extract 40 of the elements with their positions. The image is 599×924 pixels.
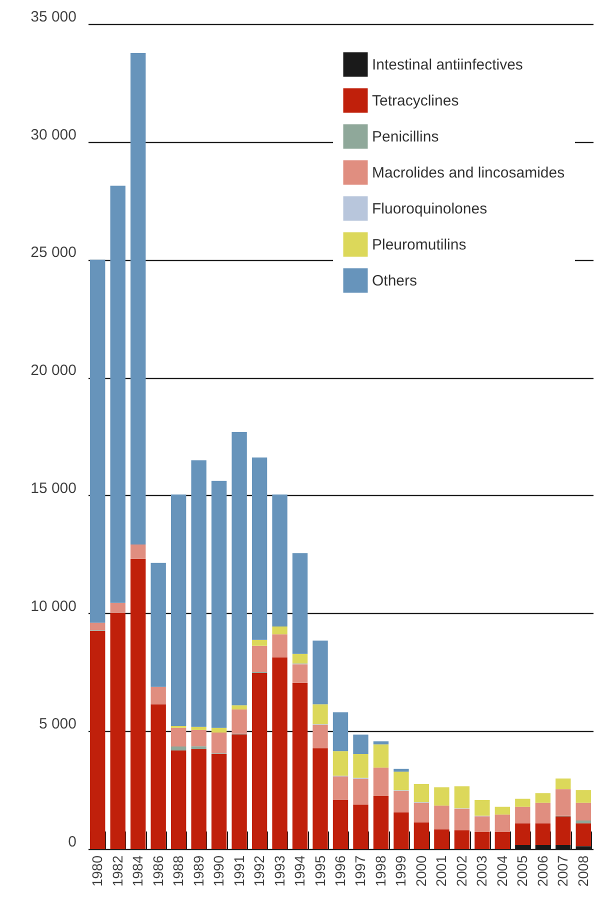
x-tick-label: 1992 [251,855,268,887]
y-tick-label: 10 000 [30,598,76,615]
legend-label: Intestinal antiinfectives [372,56,523,74]
x-tick-label: 1990 [210,855,227,887]
x-tick-label: 1986 [150,855,166,887]
y-tick-label: 35 000 [30,8,76,26]
x-tick-label: 1994 [292,855,308,887]
x-tick-label: 1980 [89,855,106,887]
x-tick-label: 2008 [574,855,591,887]
x-tick-label: 1991 [230,855,247,887]
x-tick-label: 1988 [170,855,186,887]
y-tick-label: 0 [68,834,76,850]
y-tick-label: 15 000 [30,480,76,497]
legend-label: Others [372,272,418,290]
x-tick-label: 1997 [352,855,368,887]
legend-label: Pleuromutilins [372,236,466,254]
y-tick-label: 25 000 [30,244,76,262]
legend-label: Fluoroquinolones [372,200,488,218]
x-tick-label: 1996 [332,855,348,887]
x-tick-label: 1995 [312,855,328,887]
x-tick-label: 1993 [271,855,288,887]
legend-label: Macrolides and lincosamides [372,164,565,182]
x-tick-label: 2002 [453,855,470,887]
y-tick-label: 20 000 [30,362,76,380]
x-tick-label: 1989 [190,855,206,887]
y-tick-label: 30 000 [30,126,76,144]
x-tick-label: 2000 [412,855,429,887]
x-tick-label: 2005 [514,855,530,887]
x-tick-label: 1984 [130,855,146,887]
x-tick-label: 2003 [474,855,490,887]
x-tick-label: 2001 [433,855,450,887]
x-tick-label: 2007 [554,855,571,887]
x-tick-label: 1999 [392,855,409,887]
legend-label: Penicillins [372,128,439,146]
x-tick-label: 1998 [372,855,388,887]
y-tick-label: 5 000 [38,716,76,733]
x-tick-label: 2004 [494,855,510,887]
x-tick-label: 1982 [109,855,126,887]
legend-label: Tetracyclines [372,92,459,110]
x-tick-label: 2006 [534,855,550,887]
